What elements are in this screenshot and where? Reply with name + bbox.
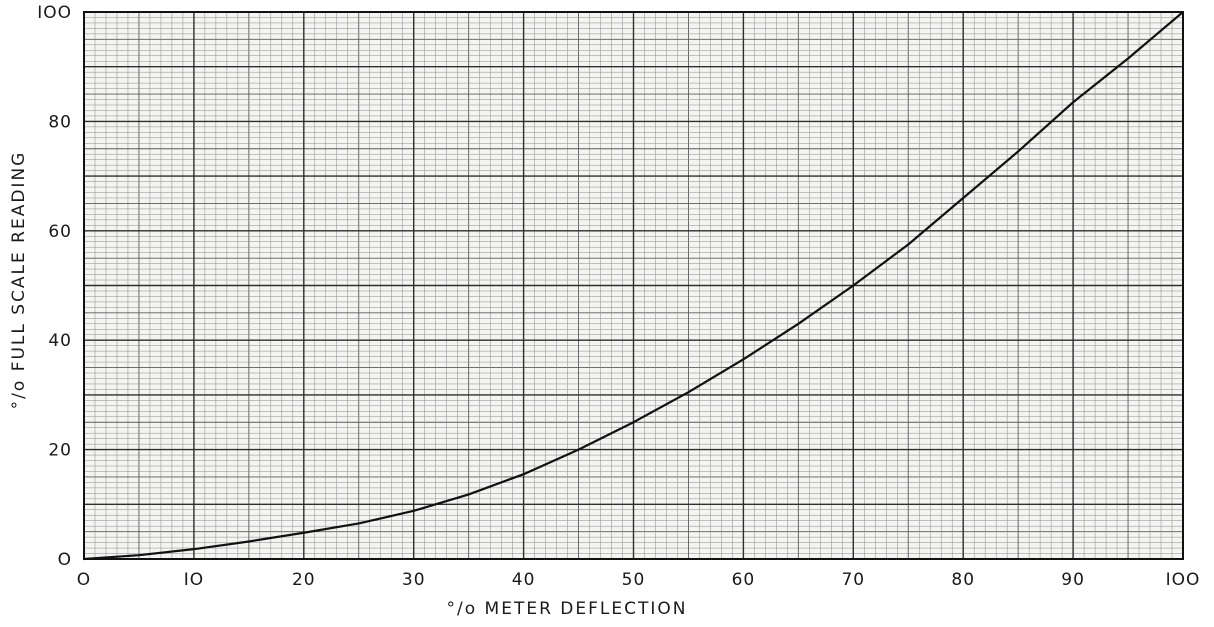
plot-frame	[83, 11, 1184, 560]
y-tick-label: 60	[48, 222, 72, 242]
x-tick-label: 20	[292, 570, 316, 590]
x-tick-label: 30	[402, 570, 426, 590]
x-tick-labels: O IO 20 30 40 50 60 70 80 90 IOO	[77, 570, 1201, 590]
y-tick-label: 40	[48, 331, 72, 351]
y-tick-labels: O 20 40 60 80 IOO	[37, 3, 72, 570]
y-tick-label: O	[58, 550, 72, 570]
y-tick-label: 80	[48, 112, 72, 132]
x-tick-label: 40	[512, 570, 536, 590]
y-axis-title: °/o FULL SCALE READING	[9, 151, 29, 410]
y-tick-label: IOO	[37, 3, 72, 23]
x-tick-label: 80	[951, 570, 975, 590]
x-tick-label: IOO	[1166, 570, 1201, 590]
series-line	[83, 11, 1184, 561]
x-tick-label: IO	[184, 570, 204, 590]
curve-layer	[83, 11, 1184, 561]
x-tick-label: 90	[1061, 570, 1085, 590]
x-tick-label: O	[77, 570, 91, 590]
x-tick-label: 50	[622, 570, 646, 590]
x-axis-title: °/o METER DEFLECTION	[447, 599, 688, 619]
y-tick-label: 20	[48, 441, 72, 461]
x-tick-label: 70	[841, 570, 865, 590]
x-tick-label: 60	[732, 570, 756, 590]
